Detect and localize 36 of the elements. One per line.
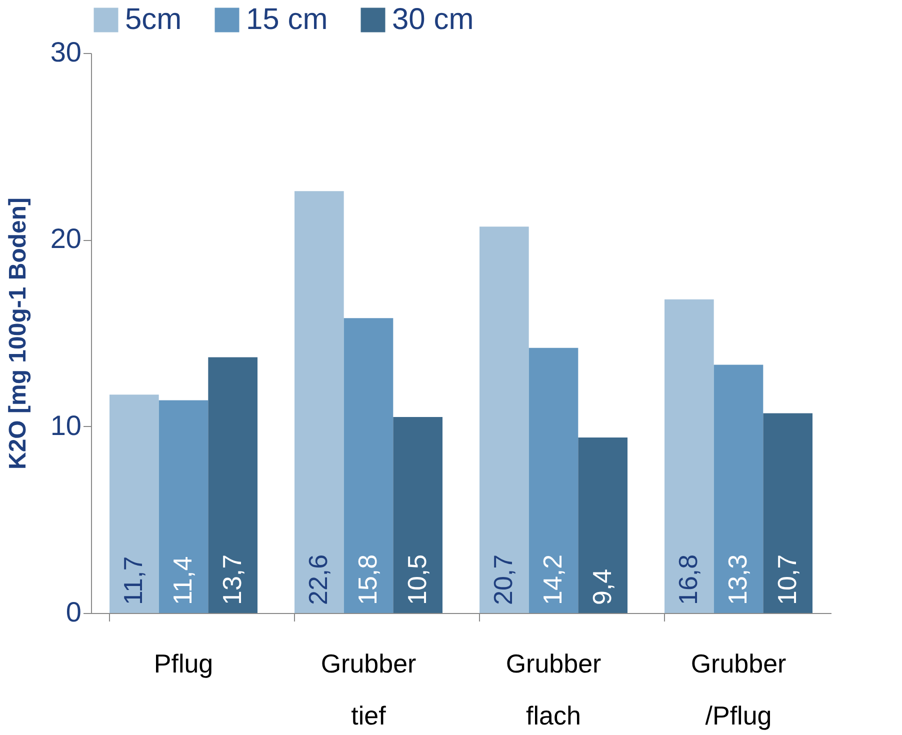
data-label: 13,7: [216, 554, 247, 605]
data-label: 11,4: [168, 556, 198, 605]
bar: [664, 299, 714, 613]
y-axis-title: K2O [mg 100g-1 Boden]: [4, 197, 32, 470]
data-label: 16,8: [673, 554, 704, 605]
data-label: 10,5: [402, 554, 432, 605]
data-label: 15,8: [352, 554, 382, 605]
data-label: 9,4: [586, 568, 617, 605]
legend-label: 30 cm: [392, 3, 474, 36]
data-label: 10,7: [772, 554, 802, 605]
y-tick-label: 20: [50, 223, 82, 254]
bar: [528, 348, 578, 613]
legend-label: 5cm: [125, 3, 182, 36]
data-label: 22,6: [303, 554, 334, 605]
data-label: 11,7: [118, 556, 148, 605]
bar: [480, 226, 529, 613]
legend-label: 15 cm: [246, 3, 328, 36]
x-tick-label: Grubber flach: [506, 648, 602, 730]
bar: [110, 394, 159, 613]
x-tick-label: Grubber tief: [320, 648, 417, 730]
bar: [763, 413, 812, 613]
data-label: 14,2: [538, 554, 568, 605]
bar: [158, 400, 208, 613]
bar: [344, 318, 394, 613]
x-tick-label: Grubber /Pflug: [690, 648, 787, 730]
bar: [393, 417, 442, 613]
data-label: 13,3: [722, 554, 752, 605]
data-label: 20,7: [488, 554, 518, 605]
y-tick-label: 30: [50, 36, 82, 68]
y-tick-label: 10: [50, 410, 82, 441]
bar: [294, 191, 344, 613]
x-tick-label: Pflug: [154, 648, 214, 678]
bar: [578, 438, 628, 613]
y-tick-label: 0: [66, 596, 82, 628]
bar: [208, 357, 258, 613]
bar: [714, 364, 764, 613]
